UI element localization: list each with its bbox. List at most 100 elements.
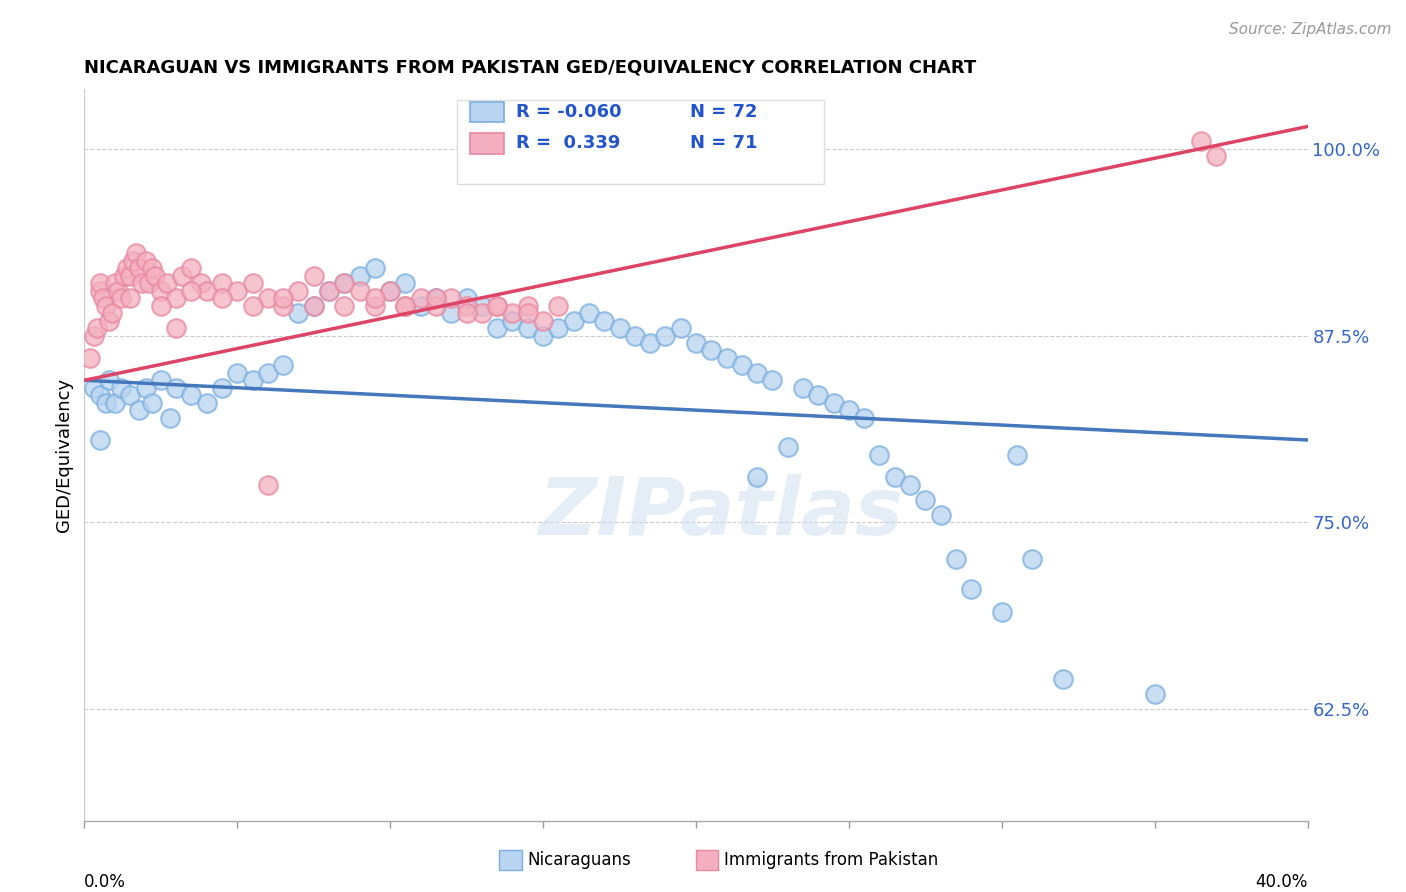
Point: [364, 261, 387, 276]
Point: [716, 351, 738, 365]
Point: [112, 268, 135, 283]
Point: [333, 277, 356, 291]
Point: [516, 321, 538, 335]
Point: [120, 388, 142, 402]
Point: [115, 261, 138, 276]
Point: [271, 291, 294, 305]
Point: [135, 381, 157, 395]
Point: [257, 291, 280, 305]
Point: [593, 313, 616, 327]
Point: [685, 335, 707, 350]
Point: [425, 299, 447, 313]
Point: [364, 291, 387, 305]
Point: [195, 284, 218, 298]
Point: [242, 373, 264, 387]
Point: [898, 477, 921, 491]
Text: N = 72: N = 72: [690, 103, 758, 121]
Point: [91, 291, 114, 305]
Point: [128, 261, 150, 276]
Point: [165, 381, 187, 395]
Point: [654, 328, 676, 343]
Point: [104, 395, 127, 409]
Point: [122, 253, 145, 268]
Point: [110, 291, 132, 305]
Point: [349, 268, 371, 283]
Point: [929, 508, 952, 522]
Text: N = 71: N = 71: [690, 135, 758, 153]
Point: [302, 299, 325, 313]
Point: [883, 470, 905, 484]
Point: [89, 388, 111, 402]
Point: [211, 291, 233, 305]
Point: [165, 291, 187, 305]
Point: [107, 284, 129, 298]
Point: [226, 366, 249, 380]
Point: [409, 299, 432, 313]
Y-axis label: GED/Equivalency: GED/Equivalency: [55, 378, 73, 532]
Point: [745, 470, 768, 484]
Point: [531, 313, 554, 327]
Point: [257, 477, 280, 491]
Point: [516, 306, 538, 320]
Point: [456, 306, 478, 320]
Point: [149, 299, 172, 313]
Text: Nicaraguans: Nicaraguans: [527, 851, 631, 869]
Point: [638, 335, 661, 350]
Point: [318, 284, 340, 298]
Point: [486, 299, 509, 313]
Point: [853, 410, 876, 425]
Point: [1005, 448, 1028, 462]
Point: [624, 328, 647, 343]
Point: [180, 284, 202, 298]
Point: [1021, 552, 1043, 566]
FancyBboxPatch shape: [470, 102, 503, 122]
Point: [471, 306, 494, 320]
Point: [271, 359, 294, 373]
Point: [547, 321, 569, 335]
Point: [578, 306, 600, 320]
Point: [394, 299, 416, 313]
Point: [86, 321, 108, 335]
Point: [79, 351, 101, 365]
Point: [731, 359, 754, 373]
Point: [792, 381, 814, 395]
Point: [547, 299, 569, 313]
Point: [83, 381, 105, 395]
Text: 40.0%: 40.0%: [1256, 873, 1308, 891]
Point: [104, 277, 127, 291]
Point: [1205, 149, 1227, 163]
Point: [89, 284, 111, 298]
Point: [823, 395, 845, 409]
Point: [394, 299, 416, 313]
Text: Immigrants from Pakistan: Immigrants from Pakistan: [724, 851, 938, 869]
Point: [1052, 672, 1074, 686]
Point: [83, 328, 105, 343]
Point: [94, 395, 117, 409]
Point: [149, 284, 172, 298]
Point: [257, 366, 280, 380]
Point: [172, 268, 194, 283]
Point: [516, 299, 538, 313]
Point: [143, 268, 166, 283]
Point: [89, 277, 111, 291]
Point: [97, 313, 120, 327]
Point: [165, 321, 187, 335]
Point: [211, 277, 233, 291]
Point: [869, 448, 891, 462]
Point: [761, 373, 783, 387]
Point: [562, 313, 585, 327]
Point: [501, 313, 523, 327]
Point: [364, 299, 387, 313]
Point: [180, 261, 202, 276]
Point: [287, 284, 309, 298]
Point: [380, 284, 402, 298]
Point: [486, 321, 509, 335]
Point: [945, 552, 967, 566]
Point: [141, 395, 163, 409]
Point: [914, 492, 936, 507]
Text: 0.0%: 0.0%: [84, 873, 127, 891]
Point: [333, 277, 356, 291]
Point: [101, 306, 124, 320]
Point: [838, 403, 860, 417]
Point: [456, 291, 478, 305]
